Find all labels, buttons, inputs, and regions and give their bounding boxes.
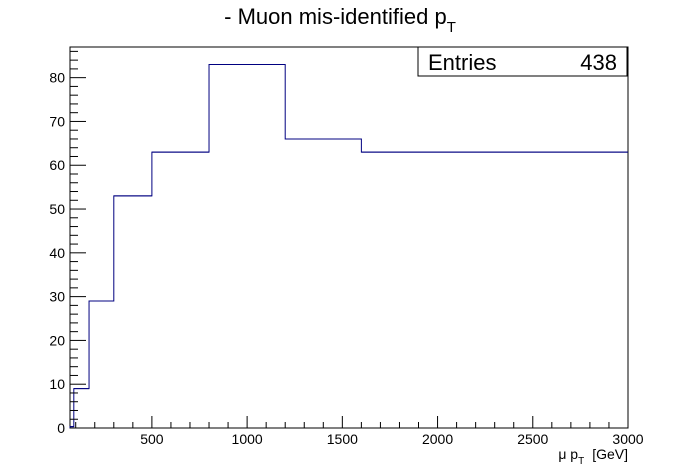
x-axis-label-subscript: T	[578, 456, 584, 467]
y-tick-label: 30	[49, 289, 65, 305]
chart-title: - Muon mis-identified pT	[224, 4, 456, 36]
y-tick-label: 20	[49, 332, 65, 348]
x-tick-label: 1000	[232, 431, 263, 447]
histogram-outline	[69, 64, 628, 428]
stats-box: Entries 438	[417, 46, 628, 77]
x-axis-label: μ pT [GeV]	[558, 446, 628, 467]
y-tick-label: 10	[49, 376, 65, 392]
stats-entries-label: Entries	[428, 50, 496, 75]
x-axis-label-prefix: μ p	[558, 446, 578, 462]
y-tick-label: 60	[49, 157, 65, 173]
y-tick-label: 0	[57, 420, 65, 436]
x-tick-label: 2000	[422, 431, 453, 447]
x-tick-label: 500	[140, 431, 164, 447]
y-tick-label: 80	[49, 70, 65, 86]
x-tick-label: 1500	[327, 431, 358, 447]
x-tick-label: 2500	[517, 431, 548, 447]
x-axis-label-suffix: [GeV]	[592, 446, 628, 462]
svg-text:μ pT[GeV]: μ pT [GeV]	[558, 446, 628, 467]
y-tick-label: 70	[49, 113, 65, 129]
y-tick-label: 50	[49, 201, 65, 217]
chart-title-subscript: T	[447, 19, 456, 36]
stats-entries-value: 438	[580, 50, 617, 75]
x-tick-label: 3000	[612, 431, 643, 447]
y-tick-label: 40	[49, 245, 65, 261]
chart-title-text: - Muon mis-identified p	[224, 4, 447, 29]
svg-text:- Muon mis-identified pT: - Muon mis-identified pT	[224, 4, 456, 36]
plot-frame	[69, 46, 629, 429]
